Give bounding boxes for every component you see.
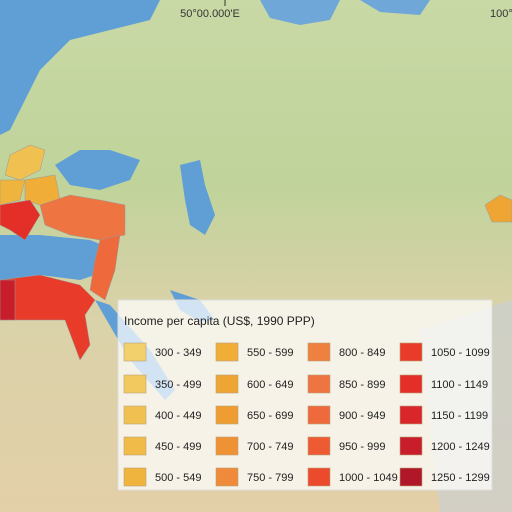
region [484, 194, 512, 223]
legend-label: 600 - 649 [247, 379, 293, 391]
legend-swatch [399, 405, 423, 425]
legend-label: 650 - 699 [247, 410, 293, 422]
legend-swatch [307, 405, 331, 425]
legend-swatch [123, 342, 147, 362]
legend-items: 300 - 349 350 - 499 400 - 449 450 - 499 500 … [123, 342, 490, 487]
legend-swatch [307, 342, 331, 362]
legend-label: 700 - 749 [247, 441, 293, 453]
legend-label: 400 - 449 [155, 410, 201, 422]
sea [360, 0, 430, 15]
region [89, 234, 121, 301]
legend-label: 1050 - 1099 [431, 347, 490, 359]
legend-swatch [215, 405, 239, 425]
legend-swatch [307, 467, 331, 487]
legend-swatch [123, 467, 147, 487]
legend-label: 1000 - 1049 [339, 472, 398, 484]
region [0, 199, 41, 241]
legend-title: Income per capita (US$, 1990 PPP) [124, 314, 315, 328]
legend-swatch [307, 374, 331, 394]
legend-label: 350 - 499 [155, 379, 201, 391]
legend-swatch [399, 374, 423, 394]
legend-label: 450 - 499 [155, 441, 201, 453]
legend-label: 900 - 949 [339, 410, 385, 422]
legend-box [117, 299, 493, 491]
sea [260, 0, 340, 25]
legend-label: 850 - 899 [339, 379, 385, 391]
legend-label: 1200 - 1249 [431, 441, 490, 453]
legend-swatch [215, 342, 239, 362]
legend-label: 300 - 349 [155, 347, 201, 359]
legend-swatch [215, 436, 239, 456]
legend-label: 950 - 999 [339, 441, 385, 453]
region [0, 179, 26, 206]
legend-swatch [399, 436, 423, 456]
legend-label: 1250 - 1299 [431, 472, 490, 484]
legend-label: 1100 - 1149 [431, 379, 488, 391]
legend-swatch [123, 436, 147, 456]
legend-swatch [123, 405, 147, 425]
region [4, 144, 46, 181]
legend-label: 750 - 799 [247, 472, 293, 484]
coordinate-label: 100° [490, 8, 512, 20]
mediterranean [0, 235, 115, 280]
legend-label: 500 - 549 [155, 472, 201, 484]
legend-swatch [399, 467, 423, 487]
legend-swatch [123, 374, 147, 394]
region [39, 194, 126, 241]
arctic-sea [0, 0, 160, 135]
legend-label: 800 - 849 [339, 347, 385, 359]
coordinate-label: 50°00.000'E [180, 8, 240, 20]
region [0, 279, 16, 321]
legend-label: 550 - 599 [247, 347, 293, 359]
legend-swatch [307, 436, 331, 456]
legend-swatch [399, 342, 423, 362]
region [0, 274, 96, 361]
black-sea [55, 150, 140, 190]
legend-swatch [215, 374, 239, 394]
legend-swatch [215, 467, 239, 487]
legend-label: 1150 - 1199 [431, 410, 488, 422]
caspian-sea [180, 160, 215, 235]
